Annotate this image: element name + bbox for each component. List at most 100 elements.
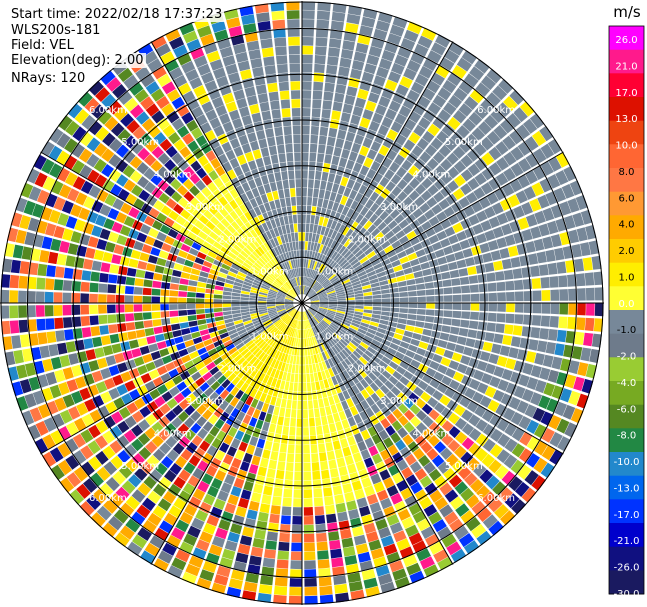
velocity-gate: [247, 365, 255, 375]
velocity-gate: [257, 303, 267, 306]
velocity-gate: [503, 167, 516, 182]
velocity-gate: [338, 245, 346, 255]
velocity-gate: [216, 324, 226, 331]
velocity-gate: [109, 333, 120, 344]
velocity-gate: [303, 427, 309, 436]
velocity-gate: [332, 319, 342, 325]
velocity-gate: [198, 324, 208, 331]
velocity-gate: [152, 220, 163, 231]
velocity-gate: [178, 284, 188, 291]
velocity-gate: [86, 153, 100, 168]
velocity-gate: [252, 250, 260, 259]
velocity-gate: [327, 228, 334, 238]
velocity-gate: [308, 278, 313, 287]
velocity-gate: [220, 246, 230, 255]
velocity-gate: [519, 431, 533, 446]
velocity-gate: [267, 210, 274, 221]
velocity-gate: [138, 189, 151, 202]
velocity-gate: [370, 317, 380, 323]
velocity-gate: [49, 447, 64, 463]
velocity-gate: [335, 255, 343, 264]
velocity-gate: [89, 315, 99, 326]
velocity-gate: [217, 375, 227, 385]
velocity-gate: [269, 238, 277, 248]
velocity-gate: [284, 282, 291, 290]
velocity-gate: [148, 255, 158, 264]
velocity-gate: [330, 404, 338, 414]
velocity-gate: [360, 449, 371, 460]
velocity-gate: [242, 247, 252, 256]
velocity-gate: [370, 160, 381, 172]
velocity-gate: [280, 352, 286, 362]
velocity-gate: [254, 380, 262, 390]
velocity-gate: [278, 290, 287, 295]
velocity-gate: [277, 293, 286, 298]
velocity-gate: [112, 374, 124, 386]
velocity-gate: [235, 379, 245, 389]
velocity-gate: [372, 112, 384, 124]
velocity-gate: [295, 338, 299, 347]
velocity-gate: [346, 344, 355, 353]
velocity-gate: [233, 316, 242, 322]
velocity-gate: [288, 336, 293, 346]
velocity-gate: [156, 257, 167, 267]
velocity-gate: [217, 153, 229, 165]
velocity-gate: [492, 226, 504, 239]
velocity-gate: [161, 81, 176, 95]
velocity-gate: [302, 99, 311, 108]
velocity-gate: [361, 319, 371, 325]
velocity-gate: [456, 336, 467, 346]
velocity-gate: [429, 378, 441, 389]
velocity-gate: [524, 136, 539, 151]
velocity-gate: [440, 447, 453, 460]
velocity-gate: [399, 256, 410, 264]
velocity-gate: [351, 319, 361, 325]
velocity-gate: [354, 308, 364, 313]
velocity-gate: [233, 319, 243, 325]
velocity-gate: [315, 37, 328, 47]
velocity-gate: [388, 375, 399, 386]
velocity-gate: [346, 179, 355, 189]
velocity-gate: [572, 212, 585, 227]
velocity-gate: [467, 329, 478, 339]
velocity-gate: [163, 512, 178, 526]
velocity-gate: [436, 130, 449, 144]
velocity-gate: [131, 424, 144, 437]
velocity-gate: [443, 349, 454, 359]
velocity-gate: [302, 356, 306, 365]
range-ring-label: 4.00km: [412, 428, 450, 439]
velocity-gate: [81, 270, 92, 281]
velocity-gate: [27, 319, 37, 332]
velocity-gate: [208, 273, 218, 280]
velocity-gate: [257, 185, 266, 196]
velocity-gate: [349, 275, 359, 281]
velocity-gate: [390, 303, 400, 308]
velocity-gate: [384, 230, 395, 240]
velocity-gate: [374, 153, 385, 164]
velocity-gate: [327, 326, 335, 334]
velocity-gate: [252, 66, 264, 78]
velocity-gate: [171, 222, 183, 232]
velocity-gate: [135, 269, 146, 278]
azimuth-spokes: [0, 1, 604, 605]
velocity-gate: [297, 286, 301, 295]
velocity-gate: [484, 114, 499, 129]
velocity-gate: [392, 408, 403, 420]
velocity-gate: [268, 290, 277, 295]
velocity-gate: [328, 301, 338, 303]
velocity-gate: [505, 280, 515, 291]
velocity-gate: [208, 231, 219, 241]
nrays-label: NRays: 120: [9, 71, 88, 86]
velocity-gate: [105, 355, 117, 366]
velocity-gate: [214, 289, 223, 295]
velocity-gate: [335, 243, 343, 253]
velocity-gate: [324, 227, 330, 237]
velocity-gate: [254, 336, 263, 345]
velocity-gate: [110, 183, 123, 197]
velocity-gate: [152, 66, 167, 80]
velocity-gate: [217, 272, 228, 279]
velocity-gate: [144, 235, 156, 246]
velocity-gate: [203, 209, 214, 220]
velocity-gate: [226, 275, 236, 281]
velocity-gate: [456, 57, 472, 72]
